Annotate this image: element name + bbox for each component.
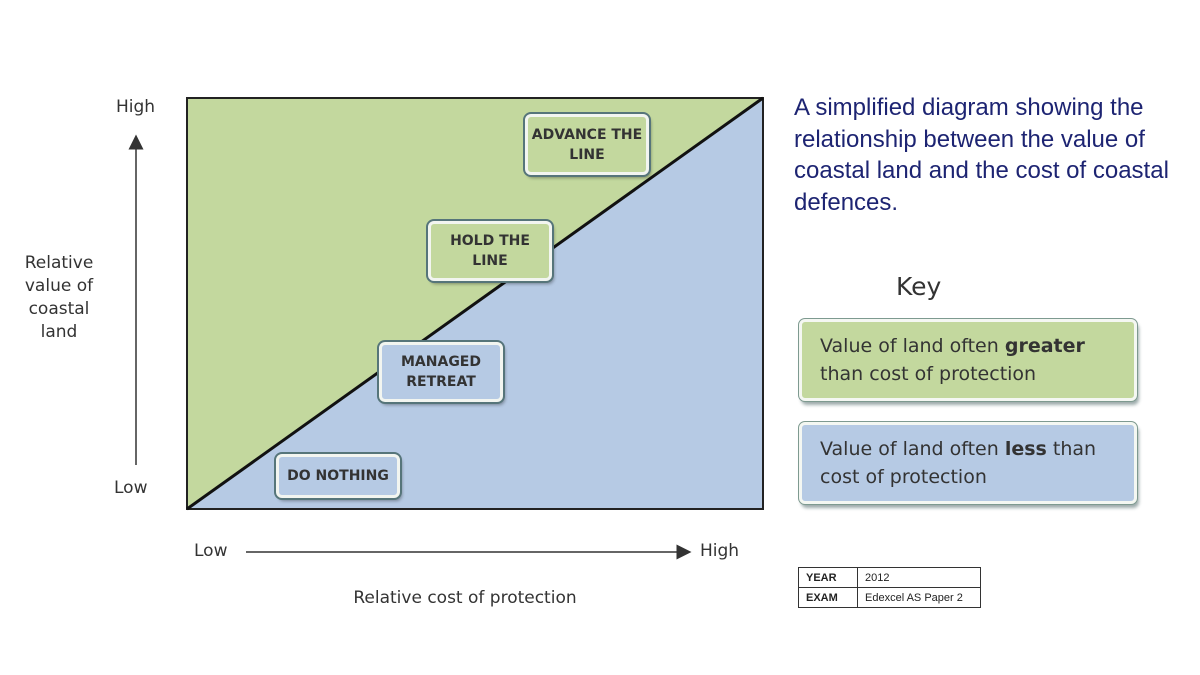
key-item-text: Value of land often	[820, 438, 1005, 460]
key-item-emphasis: greater	[1004, 335, 1085, 357]
x-axis-low-label: Low	[194, 541, 228, 561]
exam-value: Edexcel AS Paper 2	[857, 587, 981, 608]
table-row: YEAR 2012	[798, 567, 981, 588]
key-item-emphasis: less	[1004, 438, 1047, 460]
key-item-text: Value of land often	[820, 335, 1005, 357]
exam-label: EXAM	[798, 587, 858, 608]
y-axis-low-label: Low	[114, 478, 148, 498]
key-item-less: Value of land often less than cost of pr…	[799, 422, 1137, 504]
key-item-text: than cost of protection	[820, 438, 1097, 488]
y-axis-label: Relative value of coastal land	[24, 253, 94, 342]
diagram-frame	[186, 97, 764, 510]
strategy-hold-the-line: HOLD THE LINE	[428, 221, 552, 281]
y-axis-high-label: High	[116, 97, 156, 117]
divider-line	[186, 96, 764, 511]
key-item-greater: Value of land often greater than cost of…	[799, 319, 1137, 401]
x-axis-high-label: High	[700, 541, 740, 561]
year-label: YEAR	[798, 567, 858, 588]
x-axis-label: Relative cost of protection	[353, 588, 577, 608]
diagram-title: A simplified diagram showing the relatio…	[794, 94, 1169, 216]
key-item-text: than cost of protection	[820, 363, 1037, 385]
year-value: 2012	[857, 567, 981, 588]
strategy-advance-the-line: ADVANCE THE LINE	[525, 114, 649, 175]
table-row: EXAM Edexcel AS Paper 2	[798, 587, 981, 608]
exam-info-table: YEAR 2012 EXAM Edexcel AS Paper 2	[798, 567, 981, 608]
key-heading: Key	[896, 272, 942, 301]
strategy-do-nothing: DO NOTHING	[276, 454, 400, 498]
strategy-managed-retreat: MANAGED RETREAT	[379, 342, 503, 402]
